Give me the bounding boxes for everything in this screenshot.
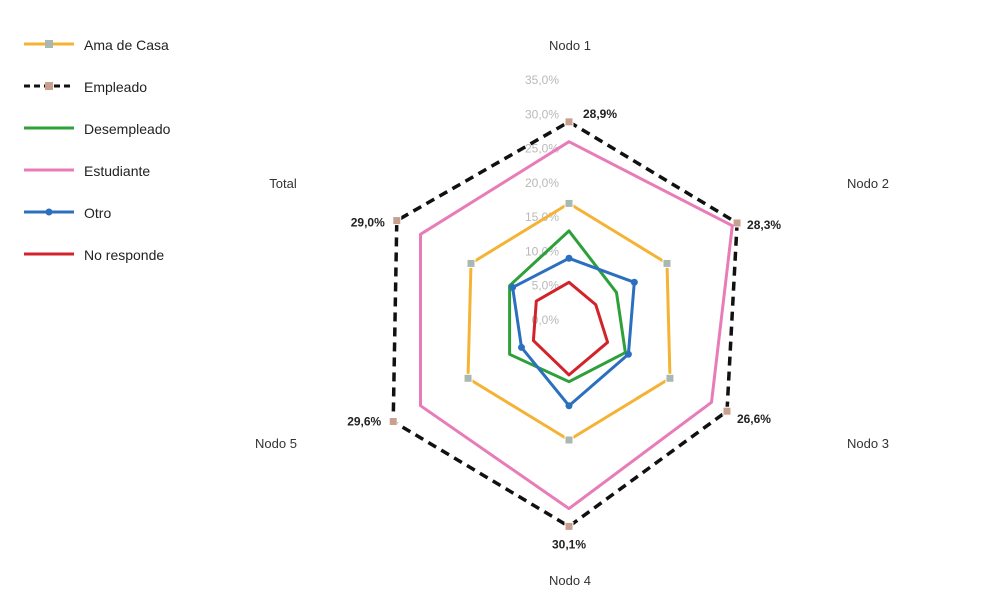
series-estudiante [419, 140, 734, 511]
legend-swatch [24, 40, 74, 48]
legend-item-no-responde: No responde [22, 242, 242, 284]
tick-label: 20,0% [525, 176, 559, 190]
data-point [624, 350, 632, 358]
data-label: 26,6% [737, 412, 771, 426]
data-point [565, 402, 573, 410]
legend: Ama de Casa Empleado Desempleado Estudiante… [22, 32, 242, 284]
data-point [564, 117, 574, 127]
legend-swatch [24, 126, 74, 130]
axis-label: Nodo 3 [847, 436, 889, 451]
data-point [564, 435, 574, 445]
data-point [662, 258, 672, 268]
data-label: 29,0% [351, 216, 385, 230]
legend-label: Estudiante [84, 163, 151, 179]
axis-label: Total [269, 176, 297, 191]
series-empleado [388, 117, 742, 531]
data-point [392, 216, 402, 226]
tick-label: 35,0% [525, 73, 559, 87]
legend-swatch [24, 168, 74, 172]
legend-swatch [24, 208, 74, 216]
data-label: 28,9% [583, 107, 617, 121]
legend-swatch [24, 82, 74, 90]
legend-label: Ama de Casa [84, 37, 169, 53]
legend-item-desempleado: Desempleado [22, 116, 242, 158]
legend-label: Empleado [84, 79, 148, 95]
axis-label: Nodo 4 [549, 573, 591, 588]
data-label: 29,6% [347, 414, 381, 428]
radial-ticks: 0,0%5,0%10,0%15,0%20,0%25,0%30,0%35,0% [525, 73, 559, 327]
data-point [463, 373, 473, 383]
data-point [388, 416, 398, 426]
legend-item-empleado: Empleado [22, 74, 242, 116]
axis-label: Nodo 2 [847, 176, 889, 191]
tick-label: 25,0% [525, 142, 559, 156]
series-line [391, 120, 739, 529]
data-point [565, 254, 573, 262]
series-otro [509, 254, 638, 410]
data-point [630, 278, 638, 286]
legend-swatch [24, 252, 74, 256]
data-point [722, 406, 732, 416]
data-label: 28,3% [747, 218, 781, 232]
series-ama-de-casa [463, 198, 675, 445]
value-labels: 28,9% 28,3% 26,6% 30,1% 29,6% 29,0% [347, 107, 781, 552]
axis-label: Nodo 5 [255, 436, 297, 451]
legend-item-otro: Otro [22, 200, 242, 242]
legend-label: No responde [84, 247, 165, 263]
axis-label: Nodo 1 [549, 38, 591, 53]
data-point [517, 343, 525, 351]
axis-labels: Nodo 1 Nodo 2 Nodo 3 Nodo 4 Nodo 5 Total [255, 38, 889, 588]
legend-item-ama-de-casa: Ama de Casa [22, 32, 242, 74]
data-point [466, 258, 476, 268]
tick-label: 5,0% [532, 279, 560, 293]
tick-label: 0,0% [532, 313, 560, 327]
legend-label: Desempleado [84, 121, 171, 137]
legend-item-estudiante: Estudiante [22, 158, 242, 200]
data-point [732, 218, 742, 228]
data-point [665, 373, 675, 383]
data-label: 30,1% [552, 537, 586, 551]
legend-label: Otro [84, 205, 112, 221]
series-line [419, 140, 734, 511]
tick-label: 30,0% [525, 107, 559, 121]
data-point [564, 521, 574, 531]
series-no-responde [531, 280, 610, 377]
data-point [509, 283, 517, 291]
series-line [531, 280, 610, 377]
data-point [564, 198, 574, 208]
series-layer [388, 117, 742, 531]
